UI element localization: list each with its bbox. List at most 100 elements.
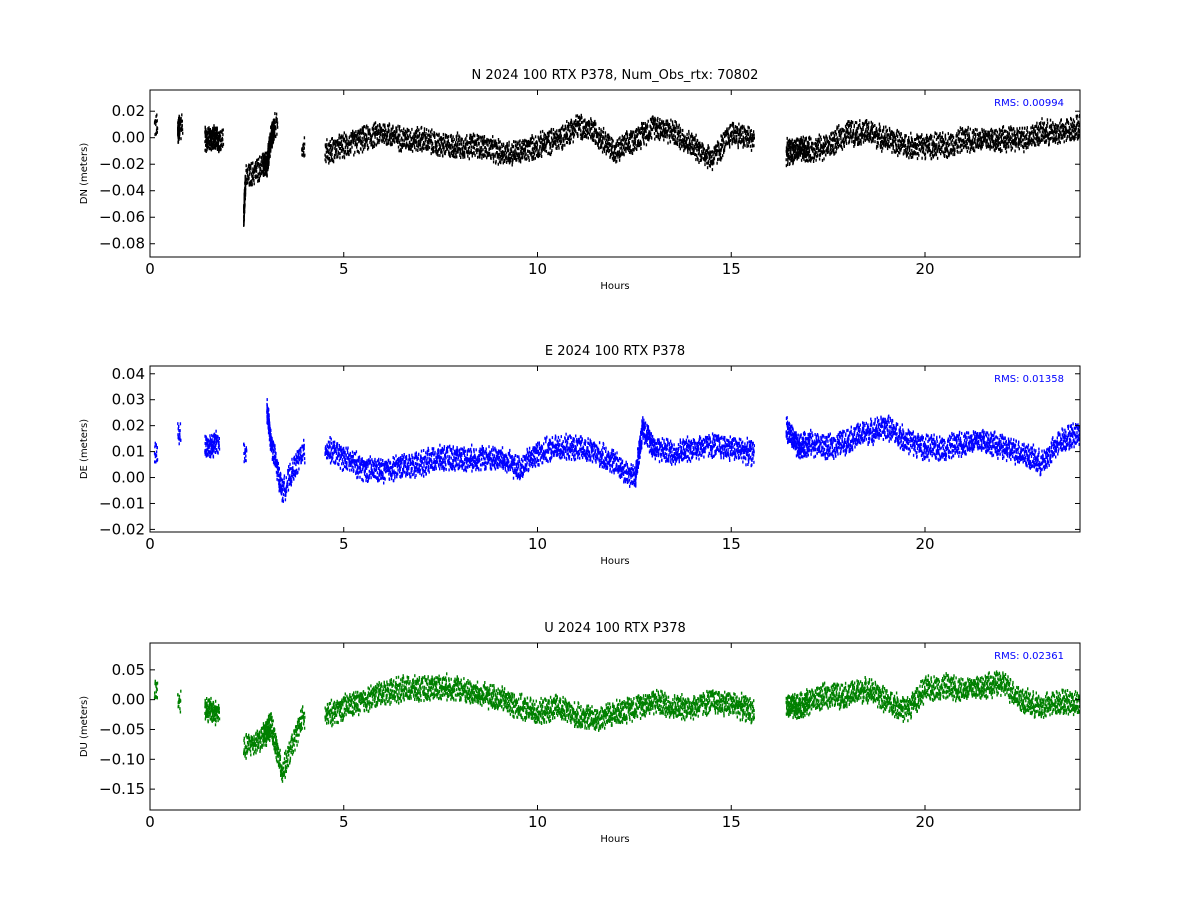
data-point	[878, 122, 881, 126]
data-point	[866, 125, 868, 129]
data-point	[669, 130, 671, 134]
data-point	[494, 154, 496, 158]
data-point	[545, 143, 547, 147]
data-point	[273, 132, 276, 136]
data-point	[499, 146, 502, 150]
data-point	[600, 142, 603, 146]
data-point	[409, 135, 411, 139]
data-point	[611, 150, 613, 154]
data-point	[631, 134, 633, 138]
data-point	[631, 149, 633, 153]
data-point	[374, 135, 376, 139]
data-point	[326, 149, 328, 153]
data-point	[534, 135, 537, 139]
data-point	[666, 130, 669, 133]
data-point	[366, 144, 369, 147]
data-point	[362, 147, 365, 151]
data-point	[912, 145, 915, 148]
data-point	[205, 141, 208, 145]
data-point	[453, 143, 456, 147]
data-point	[818, 137, 820, 141]
data-point	[415, 129, 418, 132]
data-point	[963, 141, 966, 145]
data-point	[453, 155, 455, 159]
data-point	[559, 139, 561, 143]
data-point	[445, 149, 447, 153]
data-point	[705, 149, 707, 153]
data-point	[259, 174, 261, 178]
data-point	[856, 137, 859, 141]
data-point	[909, 149, 911, 152]
data-point	[587, 128, 589, 131]
data-point	[255, 169, 258, 173]
data-point	[973, 131, 975, 134]
data-point	[802, 145, 805, 149]
data-point	[518, 147, 520, 151]
data-point	[724, 133, 726, 137]
data-point	[532, 141, 534, 144]
data-point	[262, 162, 265, 166]
data-point	[934, 153, 936, 157]
data-point	[221, 144, 224, 148]
data-point	[276, 132, 278, 136]
data-point	[379, 125, 381, 129]
data-point	[518, 155, 521, 158]
data-point	[888, 135, 890, 139]
data-point	[833, 150, 835, 154]
data-point	[744, 136, 746, 140]
data-point	[480, 139, 482, 143]
data-point	[743, 127, 746, 131]
data-point	[645, 143, 648, 147]
data-point	[212, 140, 215, 144]
data-point	[340, 147, 342, 150]
data-point	[649, 130, 651, 134]
data-point	[846, 131, 848, 135]
data-point	[682, 139, 684, 142]
data-point	[247, 165, 250, 169]
data-point	[725, 143, 727, 147]
data-point	[806, 153, 809, 157]
data-point	[483, 137, 485, 141]
data-point	[916, 157, 919, 161]
data-point	[251, 179, 253, 183]
data-point	[465, 136, 467, 140]
data-point	[210, 148, 213, 152]
data-point	[917, 144, 920, 148]
data-point	[458, 147, 461, 151]
data-point	[431, 132, 433, 136]
data-point	[444, 141, 446, 145]
data-point	[570, 133, 572, 137]
data-point	[857, 126, 859, 130]
data-point	[518, 156, 520, 160]
data-point	[538, 148, 540, 152]
data-point	[715, 148, 717, 152]
data-point	[303, 146, 305, 150]
data-point	[704, 159, 706, 163]
data-point	[632, 142, 635, 146]
data-point	[344, 151, 346, 155]
data-point	[737, 143, 739, 147]
data-point	[847, 130, 849, 134]
data-point	[367, 132, 369, 136]
data-point	[924, 143, 926, 147]
data-point	[850, 125, 852, 128]
data-point	[258, 171, 261, 175]
data-point	[870, 126, 872, 130]
data-point	[852, 120, 854, 124]
data-point	[888, 126, 891, 130]
data-point	[909, 141, 911, 145]
data-point	[491, 152, 493, 156]
data-point	[944, 147, 946, 151]
data-point	[697, 148, 700, 152]
data-point	[590, 135, 592, 139]
data-point	[575, 119, 577, 122]
data-point	[480, 147, 482, 151]
data-point	[714, 152, 717, 156]
data-point	[879, 127, 881, 131]
data-point	[423, 127, 426, 131]
data-point	[648, 136, 650, 140]
data-point	[446, 147, 449, 151]
data-point	[950, 151, 953, 155]
data-point	[387, 130, 389, 134]
data-point	[455, 138, 458, 142]
